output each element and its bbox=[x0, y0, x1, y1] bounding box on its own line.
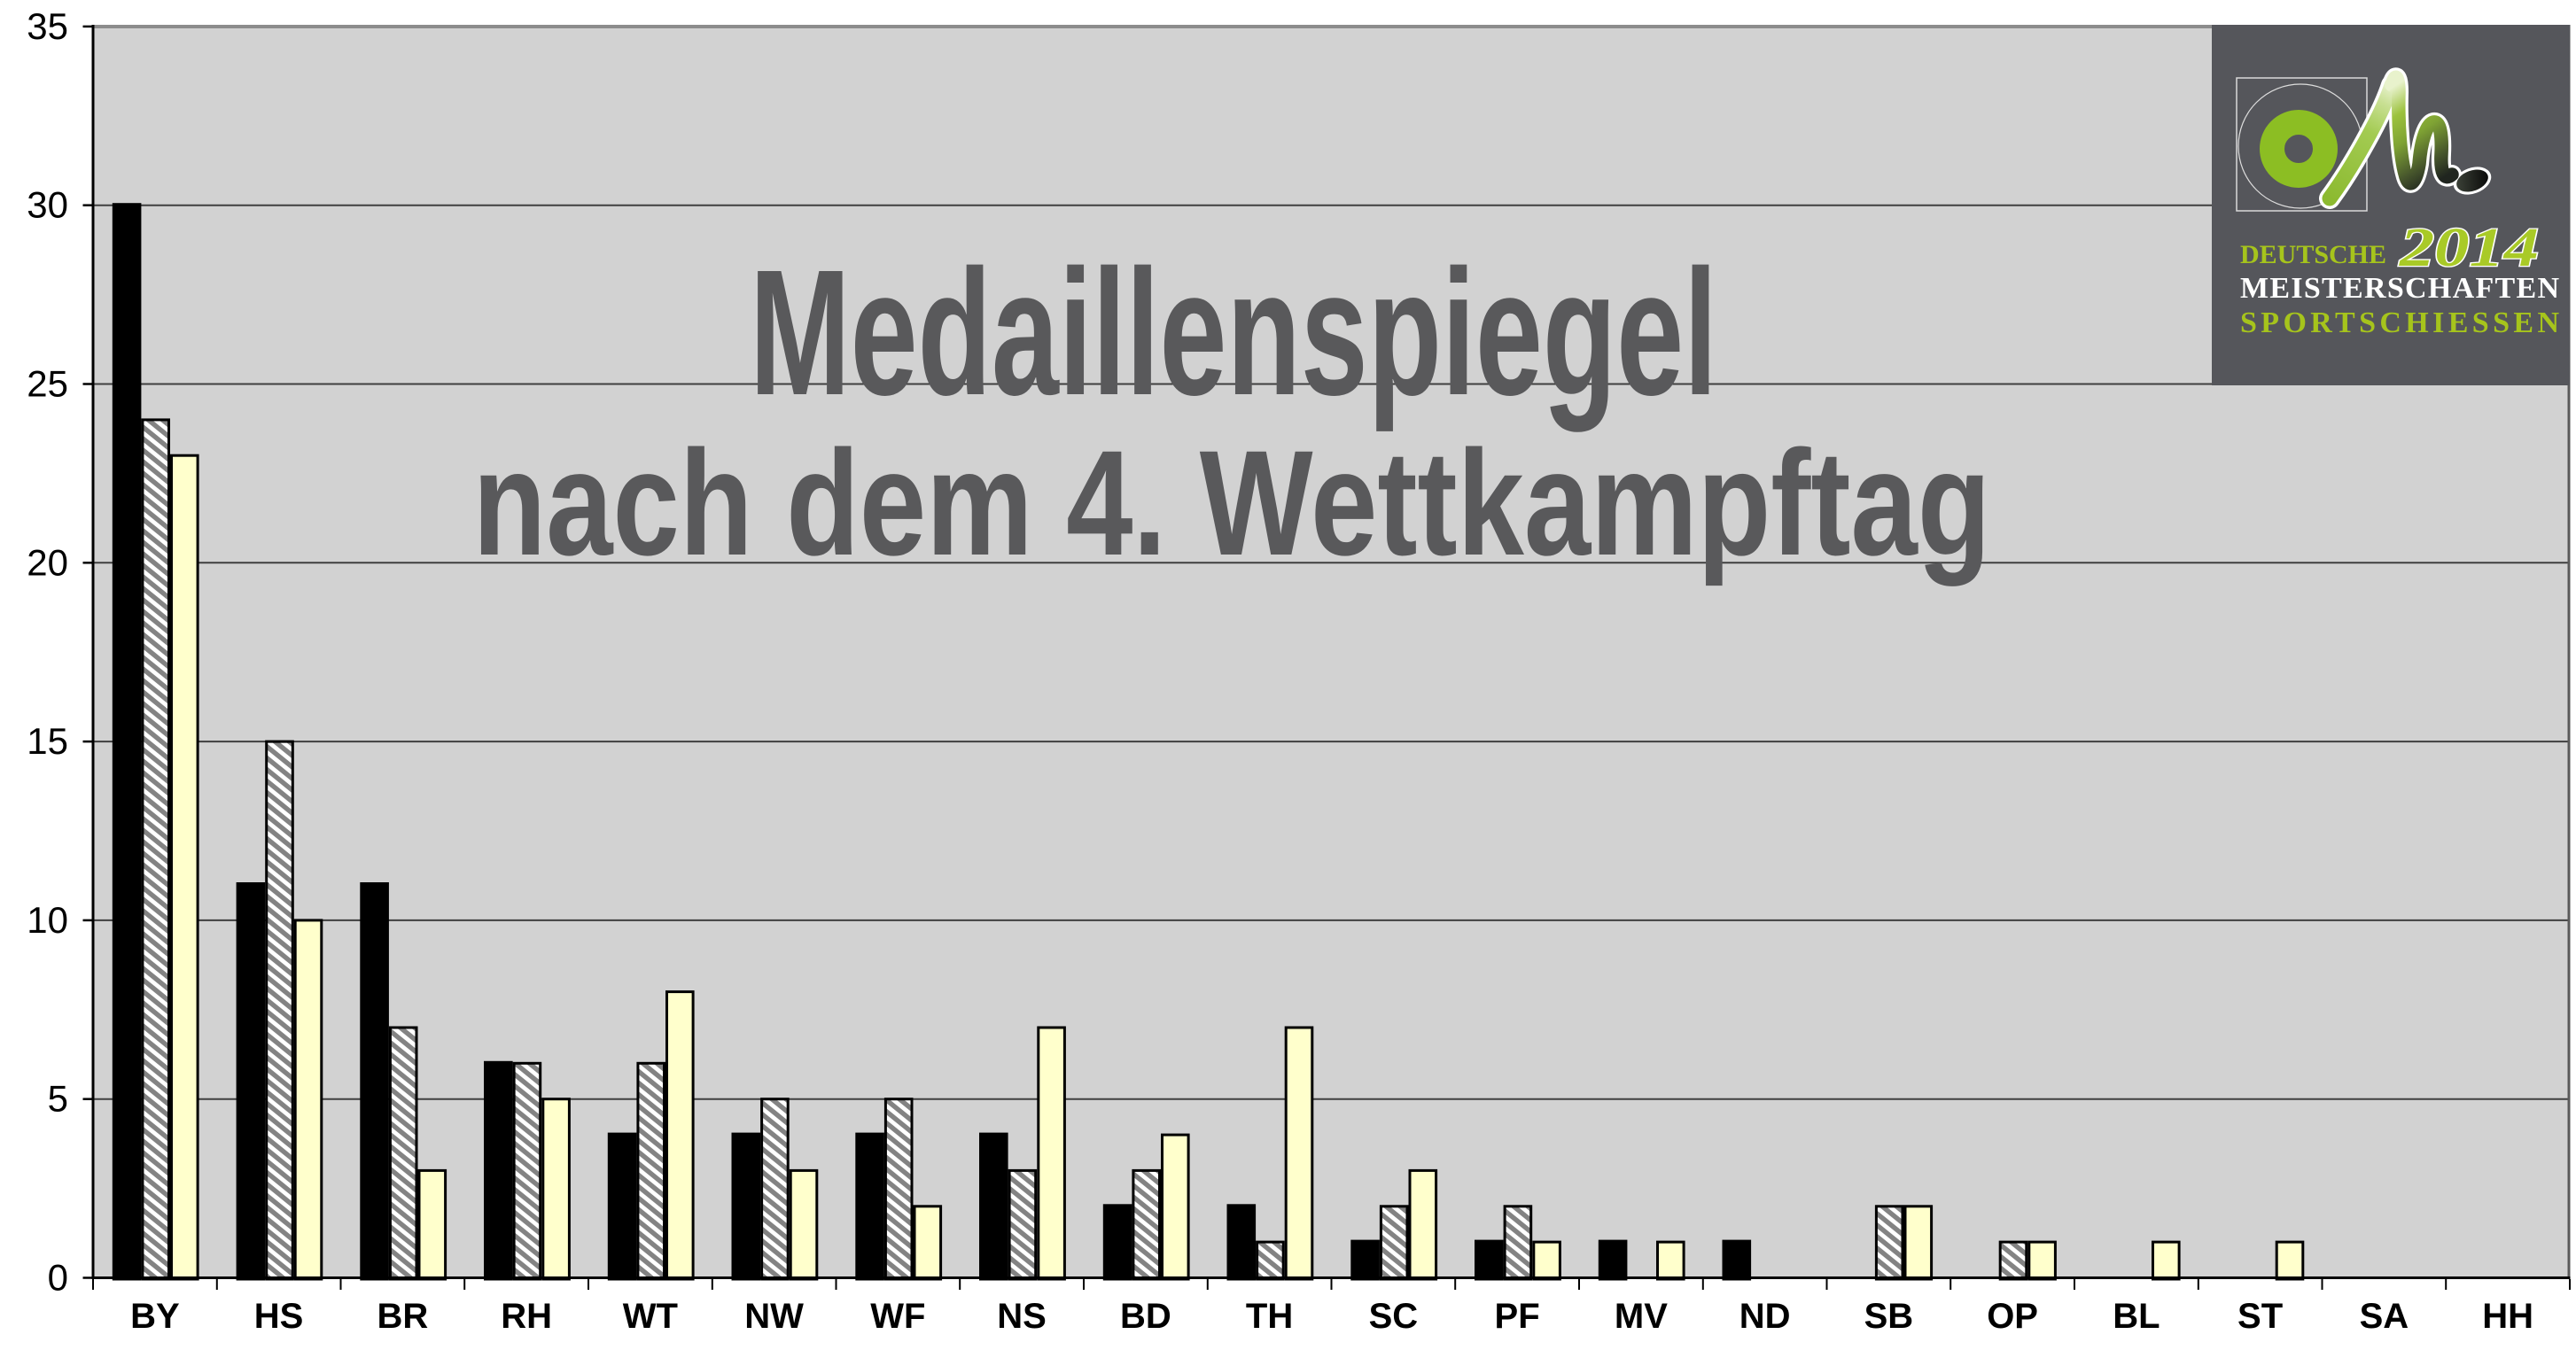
svg-text:MV: MV bbox=[1615, 1297, 1668, 1336]
svg-text:NW: NW bbox=[744, 1297, 804, 1336]
svg-text:NS: NS bbox=[997, 1297, 1047, 1336]
svg-text:HH: HH bbox=[2482, 1297, 2533, 1336]
svg-text:PF: PF bbox=[1495, 1297, 1540, 1336]
svg-text:ST: ST bbox=[2237, 1297, 2283, 1336]
svg-text:WT: WT bbox=[623, 1297, 678, 1336]
svg-text:DEUTSCHE: DEUTSCHE bbox=[2240, 240, 2386, 269]
svg-text:BL: BL bbox=[2113, 1297, 2160, 1336]
svg-text:OP: OP bbox=[1987, 1297, 2038, 1336]
svg-text:MEISTERSCHAFTEN: MEISTERSCHAFTEN bbox=[2240, 272, 2559, 305]
svg-text:SA: SA bbox=[2360, 1297, 2409, 1336]
svg-text:BY: BY bbox=[130, 1297, 180, 1336]
svg-text:WF: WF bbox=[870, 1297, 925, 1336]
svg-text:25: 25 bbox=[27, 363, 68, 405]
svg-text:RH: RH bbox=[501, 1297, 552, 1336]
svg-text:BD: BD bbox=[1120, 1297, 1171, 1336]
svg-text:0: 0 bbox=[48, 1257, 68, 1299]
svg-text:Medaillenspiegel: Medaillenspiegel bbox=[750, 232, 1717, 432]
svg-text:2014: 2014 bbox=[2399, 218, 2539, 278]
svg-text:15: 15 bbox=[27, 720, 68, 762]
svg-text:30: 30 bbox=[27, 184, 68, 226]
svg-text:35: 35 bbox=[27, 5, 68, 47]
svg-text:SC: SC bbox=[1369, 1297, 1419, 1336]
svg-text:10: 10 bbox=[27, 899, 68, 941]
svg-text:nach dem 4. Wettkampftag: nach dem 4. Wettkampftag bbox=[473, 419, 1991, 586]
svg-text:20: 20 bbox=[27, 541, 68, 583]
svg-text:SB: SB bbox=[1864, 1297, 1914, 1336]
svg-text:BR: BR bbox=[377, 1297, 429, 1336]
svg-text:SPORTSCHIESSEN: SPORTSCHIESSEN bbox=[2240, 306, 2559, 339]
svg-text:ND: ND bbox=[1739, 1297, 1791, 1336]
svg-text:TH: TH bbox=[1246, 1297, 1293, 1336]
svg-text:HS: HS bbox=[254, 1297, 304, 1336]
svg-text:5: 5 bbox=[48, 1078, 68, 1120]
